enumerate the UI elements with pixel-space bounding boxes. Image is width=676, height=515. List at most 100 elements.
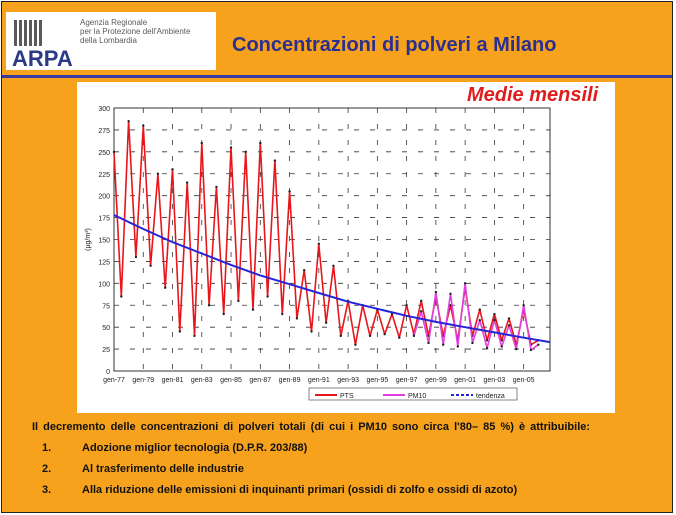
data-point-pts [178,330,182,333]
data-point-pm10 [522,304,525,307]
data-point-pts [229,146,233,149]
data-point-pm10 [463,282,467,285]
page-title: Concentrazioni di polveri a Milano [232,34,557,56]
x-tick-label: gen-93 [337,377,359,384]
data-point-pts [171,168,174,171]
data-point-pts [134,255,138,259]
agency-line: Agenzia Regionale [80,18,148,27]
x-tick-label: gen-99 [425,377,447,384]
data-point-pts [237,299,240,303]
data-point-pts [310,330,313,333]
list-item: Alla riduzione delle emissioni di inquin… [82,484,518,496]
data-point-pts [398,336,401,339]
data-point-pm10 [500,345,503,348]
data-point-pm10 [515,347,518,351]
data-point-pts [259,141,262,145]
data-point-pts [112,150,116,154]
data-point-pm10 [485,347,489,350]
data-point-pm10 [434,290,438,294]
y-tick-label: 250 [98,150,110,157]
x-tick-label: gen-85 [220,377,242,384]
data-point-pts [127,119,130,123]
data-point-pm10 [412,334,416,338]
list-item: Al trasferimento delle industrie [82,463,244,475]
y-tick-label: 50 [102,325,110,332]
data-point-pm10 [537,343,540,346]
intro-text: Il decremento delle concentrazioni di po… [32,421,591,433]
data-point-pts [142,124,145,127]
x-tick-label: gen-77 [103,377,125,384]
data-point-pts [156,172,160,175]
legend-label: tendenza [476,393,505,400]
data-point-pts [420,299,423,303]
data-point-pts [405,304,408,307]
data-point-pts [185,181,189,184]
chart-subtitle: Medie mensili [467,84,599,106]
x-tick-label: gen-97 [396,377,418,384]
data-point-pts [500,339,503,342]
x-tick-label: gen-95 [366,377,388,384]
x-tick-label: gen-83 [191,377,213,384]
y-tick-label: 175 [98,216,110,223]
y-axis-label: (µg/m³) [85,228,92,251]
y-tick-label: 0 [106,369,110,376]
data-point-pts [478,308,481,311]
data-point-pm10 [529,348,533,352]
data-point-pts [244,150,247,154]
data-point-pts [222,312,225,316]
series-line-tendenza [113,214,551,344]
logo-bars-icon [14,20,42,46]
x-tick-label: gen-89 [279,377,301,384]
data-point-pts [164,286,167,289]
data-point-pts [383,332,386,336]
data-point-pts [295,317,299,320]
y-tick-label: 25 [102,347,110,354]
list-item: Adozione miglior tecnologia (D.P.R. 203/… [82,442,308,454]
data-point-pts [368,334,372,338]
data-point-pts [493,312,496,316]
y-tick-label: 100 [98,281,110,288]
agency-name: Agenzia Regionale per la Protezione dell… [80,18,215,45]
legend-label: PTS [340,393,354,400]
x-tick-label: gen-91 [308,377,330,384]
data-point-pm10 [507,324,511,327]
data-point-pts [354,343,357,346]
arpa-logo: ARPA Agenzia Regionale per la Protezione… [6,12,216,71]
data-point-pts [449,304,452,307]
data-point-pm10 [493,318,496,322]
data-point-pm10 [420,310,423,313]
list-number: 1. [42,442,52,454]
data-point-pm10 [441,343,445,346]
data-point-pts [273,159,277,162]
x-tick-label: gen-03 [484,377,506,384]
legend-box [308,387,518,401]
data-point-pm10 [427,341,430,345]
data-point-pts [317,242,321,246]
y-tick-label: 200 [98,194,110,201]
legend-label: PM10 [408,393,426,400]
data-point-pts [324,321,328,324]
x-tick-label: gen-87 [249,377,271,384]
data-point-pts [251,308,255,311]
agency-line: per la Protezione dell'Ambiente [80,27,191,36]
x-tick-label: gen-81 [162,377,184,384]
y-tick-label: 300 [98,106,110,113]
data-point-pm10 [456,345,460,348]
data-point-pts [120,295,123,298]
data-point-pm10 [471,341,474,345]
series-line-pm10 [413,282,539,351]
data-point-pts [215,185,218,189]
x-tick-label: gen-79 [132,377,154,384]
chart-panel: 0 25 50 75 100 125 150 175 200 225 250 275 300 gen-77… [77,82,615,413]
agency-line: della Lombardia [80,36,137,45]
data-point-pts [200,141,203,145]
y-tick-label: 125 [98,259,110,266]
data-point-pts [288,190,291,193]
data-point-pts [193,334,196,338]
list-number: 3. [42,484,52,496]
data-point-pts [507,317,511,320]
logo-text: ARPA [12,46,73,71]
y-tick-label: 150 [98,238,110,245]
data-point-pm10 [478,318,481,322]
